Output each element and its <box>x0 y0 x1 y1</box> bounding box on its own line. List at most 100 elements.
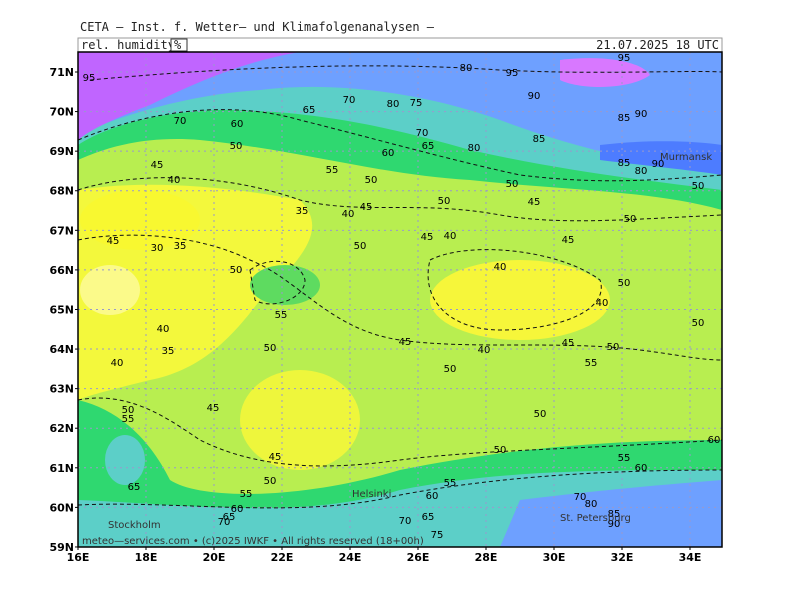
contour-label: 80 <box>585 499 598 510</box>
contour-label: 50 <box>692 318 705 329</box>
contour-label: 55 <box>122 414 135 425</box>
contour-label: 85 <box>533 134 546 145</box>
contour-line <box>78 177 722 222</box>
place-label: Helsinki <box>352 489 391 500</box>
contour-label: 65 <box>128 482 141 493</box>
contour-label: 60 <box>231 504 244 515</box>
contour-label: 70 <box>416 128 429 139</box>
lon-label: 24E <box>339 551 362 564</box>
contour-label: 45 <box>107 236 120 247</box>
contour-label: 90 <box>608 519 621 530</box>
header-title: CETA — Inst. f. Wetter— und Klimafolgena… <box>80 20 435 34</box>
contour-label: 60 <box>382 148 395 159</box>
lat-label: 61N <box>49 462 74 475</box>
lat-label: 63N <box>49 383 74 396</box>
contour-label: 80 <box>387 99 400 110</box>
contour-label: 75 <box>410 98 423 109</box>
grid-lines <box>78 52 722 547</box>
contour-label: 95 <box>83 73 96 84</box>
contour-label: 55 <box>275 310 288 321</box>
contour-label: 50 <box>264 476 277 487</box>
unit-box <box>170 38 188 52</box>
contour-line <box>78 469 722 509</box>
place-label: Murmansk <box>660 152 712 163</box>
contour-label: 40 <box>596 298 609 309</box>
contour-label: 60 <box>426 491 439 502</box>
contour-line <box>89 65 722 81</box>
place-label: Stockholm <box>108 520 161 531</box>
lat-label: 68N <box>49 185 74 198</box>
lon-label: 32E <box>611 551 634 564</box>
lat-label: 64N <box>49 343 74 356</box>
contour-label: 45 <box>269 452 282 463</box>
contour-label: 70 <box>343 95 356 106</box>
contour-label: 40 <box>494 262 507 273</box>
contour-label: 45 <box>207 403 220 414</box>
contour-label: 35 <box>162 346 175 357</box>
plot-frame <box>77 51 723 548</box>
contour-label: 70 <box>574 492 587 503</box>
contour-label: 55 <box>444 478 457 489</box>
contour-label: 50 <box>230 265 243 276</box>
contour-label: 45 <box>360 202 373 213</box>
contour-label: 50 <box>354 241 367 252</box>
contour-label: 50 <box>438 196 451 207</box>
contour-label: 45 <box>151 160 164 171</box>
contour-label: 50 <box>264 343 277 354</box>
field <box>78 52 722 547</box>
contour-label: 45 <box>562 235 575 246</box>
lon-label: 22E <box>271 551 294 564</box>
contour-label: 50 <box>230 141 243 152</box>
lat-label: 59N <box>49 541 74 554</box>
contour-label: 75 <box>431 530 444 541</box>
contour-label: 40 <box>168 175 181 186</box>
lon-label: 16E <box>67 551 90 564</box>
contour-label: 45 <box>421 232 434 243</box>
lon-label: 20E <box>203 551 226 564</box>
contour-label: 55 <box>585 358 598 369</box>
contour-label: 40 <box>342 209 355 220</box>
lon-label: 26E <box>407 551 430 564</box>
contour-label: 80 <box>468 143 481 154</box>
contour-label: 40 <box>157 324 170 335</box>
contour-label: 70 <box>399 516 412 527</box>
contour-label: 45 <box>399 337 412 348</box>
contour-label: 55 <box>326 165 339 176</box>
contour-label: 80 <box>635 166 648 177</box>
lat-label: 69N <box>49 145 74 158</box>
contour-line <box>78 234 722 361</box>
lat-label: 66N <box>49 264 74 277</box>
lon-label: 34E <box>679 551 702 564</box>
contour-label: 50 <box>122 405 135 416</box>
contour-label: 40 <box>478 345 491 356</box>
lon-label: 30E <box>543 551 566 564</box>
contour-label: 45 <box>528 197 541 208</box>
contour-label: 40 <box>111 358 124 369</box>
contour-label: 85 <box>618 158 631 169</box>
unit-label: % <box>174 38 182 52</box>
contour-label: 50 <box>365 175 378 186</box>
contour-label: 35 <box>174 241 187 252</box>
contour-label: 65 <box>422 512 435 523</box>
lon-label: 18E <box>135 551 158 564</box>
contour-label: 40 <box>444 231 457 242</box>
contour-label: 95 <box>506 68 519 79</box>
contour-label: 70 <box>218 517 231 528</box>
lat-label: 60N <box>49 501 74 514</box>
contour-label: 50 <box>534 409 547 420</box>
contour-line <box>249 260 306 305</box>
contour-label: 30 <box>151 243 164 254</box>
contour-label: 65 <box>223 512 236 523</box>
contour-label: 90 <box>652 159 665 170</box>
contour-label: 50 <box>618 278 631 289</box>
datetime: 21.07.2025 18 UTC <box>596 38 719 52</box>
contour-label: 90 <box>528 91 541 102</box>
contour-line <box>427 249 602 331</box>
lon-label: 28E <box>475 551 498 564</box>
lat-label: 70N <box>49 106 74 119</box>
contour-line <box>78 397 722 467</box>
contour-label: 50 <box>444 364 457 375</box>
variable-label: rel. humidity <box>81 38 175 52</box>
contour-label: 50 <box>506 179 519 190</box>
